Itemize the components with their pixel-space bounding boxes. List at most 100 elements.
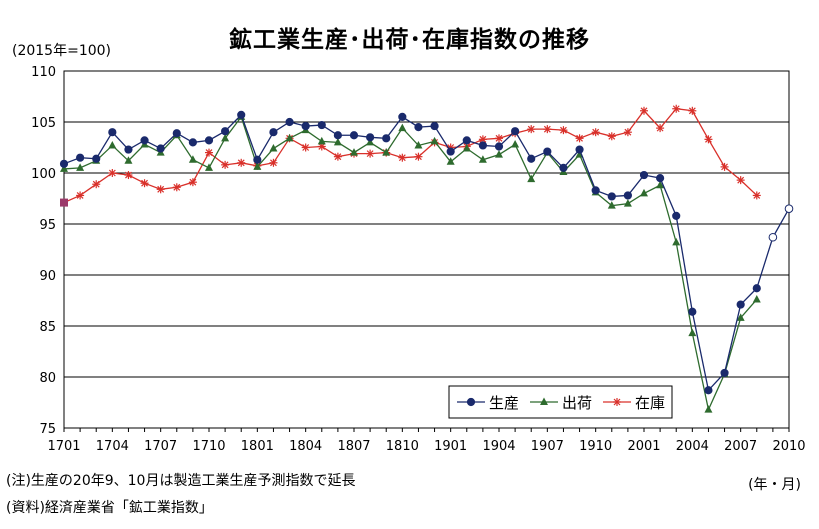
data-point	[317, 120, 326, 130]
x-tick-label: 1704	[96, 439, 129, 454]
x-tick-label: 1807	[337, 439, 370, 454]
data-point	[108, 140, 117, 149]
data-point-highlight	[60, 198, 68, 207]
data-point	[478, 155, 487, 163]
x-tick-label: 2004	[676, 439, 709, 454]
data-point	[59, 159, 69, 168]
data-point	[237, 110, 246, 119]
data-point	[640, 188, 648, 197]
data-point	[301, 121, 310, 131]
x-tick-label: 1901	[434, 439, 467, 454]
data-point	[656, 124, 665, 133]
y-tick-label: 105	[31, 116, 56, 131]
data-point	[124, 145, 133, 154]
data-point	[640, 106, 648, 115]
data-point	[704, 405, 713, 413]
data-point	[366, 137, 375, 146]
y-tick-label: 90	[39, 269, 56, 284]
data-point	[462, 136, 471, 145]
data-point	[543, 125, 552, 134]
data-point	[623, 199, 632, 207]
data-point	[221, 133, 230, 142]
data-point	[285, 133, 294, 142]
data-point	[623, 191, 632, 200]
data-point	[704, 386, 713, 395]
x-tick-label: 1710	[192, 439, 225, 454]
data-point	[639, 170, 649, 180]
data-point	[478, 141, 487, 150]
data-point	[366, 149, 375, 158]
x-tick-label: 2010	[772, 439, 805, 454]
data-point	[205, 148, 213, 157]
x-tick-label: 2001	[627, 439, 660, 454]
data-point	[76, 163, 85, 171]
data-point	[704, 135, 713, 144]
legend-label: 在庫	[635, 394, 665, 412]
data-point	[736, 300, 745, 309]
data-point	[672, 237, 681, 246]
data-point	[253, 162, 262, 170]
data-point	[76, 191, 85, 200]
data-point	[140, 179, 149, 188]
data-point	[688, 307, 697, 316]
data-point	[333, 137, 342, 146]
data-point	[366, 133, 375, 142]
x-tick-label: 1804	[289, 439, 322, 454]
data-point	[591, 128, 600, 137]
data-point	[253, 155, 262, 164]
data-point	[76, 153, 85, 162]
data-point	[92, 154, 101, 163]
legend-box	[448, 385, 673, 419]
data-point	[752, 284, 761, 293]
data-point	[446, 157, 455, 165]
data-point	[124, 156, 133, 164]
data-point	[398, 112, 407, 122]
data-point	[527, 154, 536, 163]
data-point	[591, 186, 600, 195]
legend-label: 生産	[489, 394, 519, 412]
data-point	[559, 163, 568, 172]
legend-label: 出荷	[562, 394, 592, 412]
data-point	[607, 132, 616, 141]
data-point	[350, 148, 358, 156]
forecast-point	[784, 204, 794, 213]
data-point	[333, 131, 342, 140]
y-tick-label: 75	[39, 422, 56, 437]
y-tick-label: 100	[31, 167, 56, 182]
data-point	[752, 294, 761, 303]
footnote-note: (注)生産の20年9、10月は製造工業生産予測指数で延長	[6, 473, 356, 489]
data-point	[188, 178, 197, 187]
x-tick-label: 1907	[531, 439, 564, 454]
data-point	[430, 136, 439, 145]
x-tick-label: 1701	[47, 439, 80, 454]
data-point	[575, 145, 584, 154]
data-point	[108, 128, 117, 137]
data-point	[688, 328, 697, 337]
legend-marker	[540, 397, 548, 405]
data-point	[317, 136, 326, 145]
data-point	[398, 153, 407, 162]
data-point	[446, 147, 455, 156]
data-point	[462, 144, 471, 152]
data-point	[494, 142, 504, 151]
data-point	[527, 174, 536, 183]
x-tick-label: 1707	[144, 439, 177, 454]
legend-marker	[613, 398, 621, 406]
data-point	[672, 211, 681, 220]
data-point	[269, 144, 278, 152]
data-point	[623, 128, 632, 137]
data-point	[349, 131, 359, 140]
chart-title: 鉱工業生産･出荷･在庫指数の推移	[229, 27, 590, 53]
y-tick-label: 95	[39, 218, 56, 233]
data-point	[382, 148, 391, 156]
data-point	[575, 134, 584, 143]
x-tick-label: 1810	[386, 439, 419, 454]
legend-marker	[466, 397, 476, 407]
x-tick-label: 2007	[724, 439, 757, 454]
data-point	[221, 160, 230, 169]
x-tick-label: 1801	[241, 439, 274, 454]
data-point	[511, 139, 520, 148]
data-point	[430, 121, 439, 131]
data-point	[527, 125, 536, 134]
